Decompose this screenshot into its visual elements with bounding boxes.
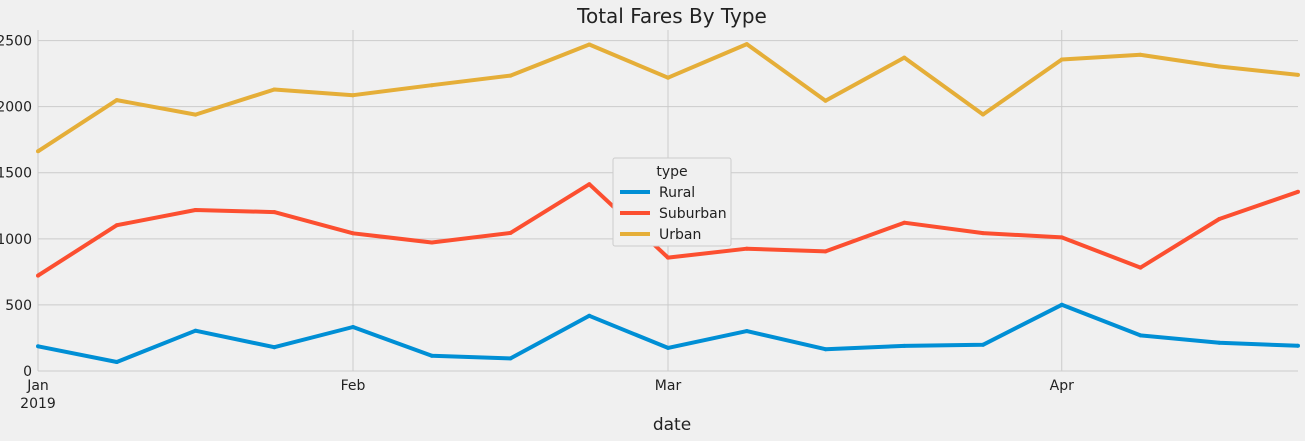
data-point bbox=[1138, 333, 1143, 338]
x-tick-sublabel: 2019 bbox=[20, 396, 56, 412]
data-point bbox=[666, 345, 670, 350]
legend-item: Urban bbox=[620, 227, 701, 243]
data-point bbox=[823, 98, 828, 103]
data-point bbox=[981, 231, 985, 236]
data-point bbox=[744, 246, 749, 251]
data-point bbox=[1217, 340, 1222, 345]
data-point bbox=[1217, 217, 1222, 221]
data-point bbox=[351, 231, 355, 236]
data-point bbox=[429, 353, 434, 358]
data-point bbox=[36, 273, 40, 278]
data-point bbox=[351, 325, 355, 329]
y-tick-label: 2000 bbox=[0, 100, 32, 116]
data-point bbox=[823, 347, 828, 352]
series-lines bbox=[36, 42, 1300, 364]
data-point bbox=[902, 220, 907, 225]
data-point bbox=[981, 112, 985, 117]
data-point bbox=[114, 360, 119, 364]
data-point bbox=[272, 87, 277, 92]
data-point bbox=[1059, 302, 1064, 307]
data-point bbox=[193, 208, 198, 212]
legend-item: Suburban bbox=[620, 206, 727, 222]
data-point bbox=[823, 249, 828, 254]
data-point bbox=[902, 343, 907, 348]
series-urban bbox=[36, 42, 1300, 154]
data-point bbox=[114, 98, 119, 103]
x-tick-label: Feb bbox=[341, 378, 366, 394]
x-tick-labels: Jan 2019 Feb Mar Apr bbox=[20, 378, 1074, 412]
legend-label: Suburban bbox=[659, 206, 727, 222]
series-rural bbox=[36, 302, 1300, 364]
data-point bbox=[429, 240, 434, 245]
data-point bbox=[1138, 265, 1143, 270]
data-point bbox=[272, 345, 277, 350]
data-point bbox=[1296, 189, 1300, 194]
x-tick-label: Mar bbox=[655, 378, 682, 394]
data-point bbox=[508, 356, 513, 361]
data-point bbox=[1059, 235, 1064, 240]
x-tick-label: Jan bbox=[26, 378, 49, 394]
data-point bbox=[902, 55, 907, 60]
data-point bbox=[744, 42, 749, 47]
legend-label: Rural bbox=[659, 185, 695, 201]
data-point bbox=[193, 328, 198, 333]
data-point bbox=[666, 255, 670, 260]
y-tick-label: 1000 bbox=[0, 232, 32, 248]
data-point bbox=[114, 223, 119, 228]
x-axis-label: date bbox=[653, 415, 691, 435]
legend-box bbox=[612, 157, 732, 247]
data-point bbox=[981, 342, 985, 347]
legend-label: Urban bbox=[659, 227, 701, 243]
chart-title: Total Fares By Type bbox=[576, 4, 767, 28]
data-point bbox=[1217, 64, 1222, 69]
data-point bbox=[1138, 52, 1143, 57]
data-point bbox=[508, 73, 513, 78]
y-tick-label: 500 bbox=[5, 298, 32, 314]
data-point bbox=[272, 210, 277, 215]
data-point bbox=[193, 112, 198, 117]
data-point bbox=[36, 344, 40, 349]
y-tick-label: 0 bbox=[23, 364, 32, 380]
data-point bbox=[587, 42, 592, 47]
data-point bbox=[587, 313, 592, 318]
data-point bbox=[1296, 343, 1300, 348]
legend-item: Rural bbox=[620, 185, 695, 201]
data-point bbox=[1296, 72, 1300, 77]
data-point bbox=[508, 230, 513, 235]
data-point bbox=[744, 329, 749, 334]
legend: type Rural Suburban Urban bbox=[612, 157, 732, 247]
data-point bbox=[351, 93, 355, 98]
data-point bbox=[587, 182, 592, 187]
y-tick-labels: 0 500 1000 1500 2000 2500 bbox=[0, 34, 32, 380]
legend-title: type bbox=[656, 164, 687, 180]
legend-items: Rural Suburban Urban bbox=[620, 185, 727, 243]
data-point bbox=[429, 83, 434, 88]
data-point bbox=[36, 149, 40, 154]
series-suburban bbox=[36, 182, 1300, 278]
y-tick-label: 2500 bbox=[0, 34, 32, 50]
y-tick-label: 1500 bbox=[0, 166, 32, 182]
data-point bbox=[666, 75, 670, 80]
x-tick-label: Apr bbox=[1050, 378, 1074, 394]
data-point bbox=[1059, 57, 1064, 62]
